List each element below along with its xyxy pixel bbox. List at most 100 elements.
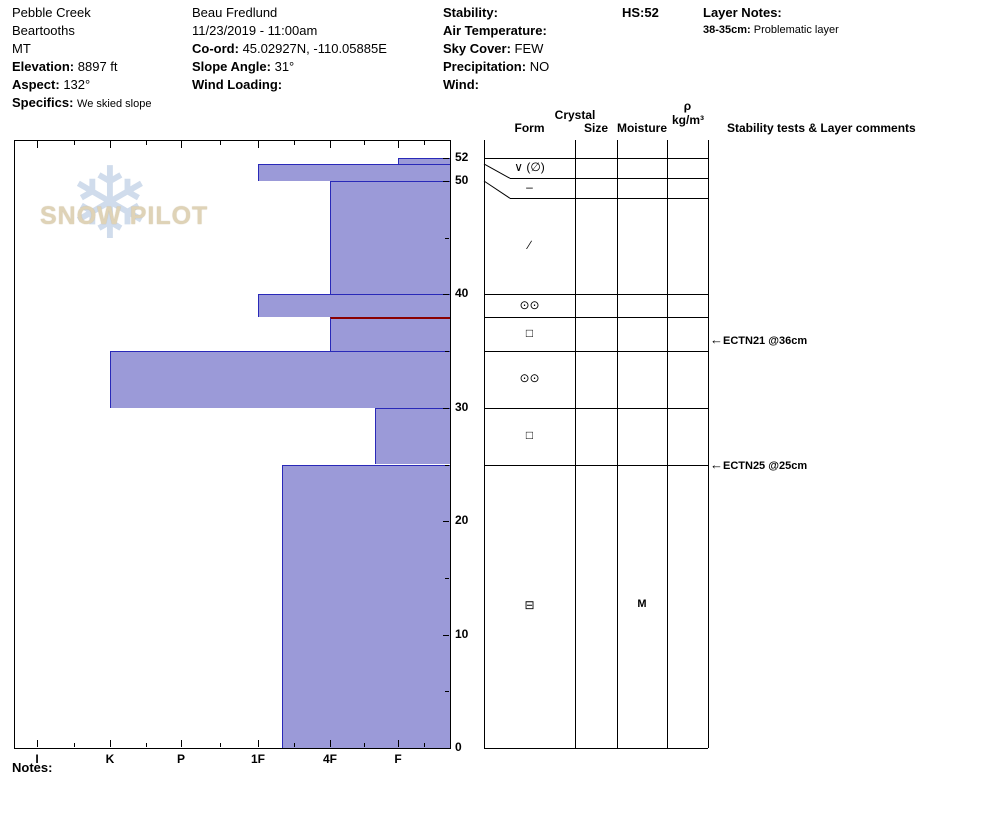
aspect-label: Aspect: — [12, 77, 60, 92]
depth-tick-label: 0 — [455, 740, 462, 754]
layer-boundary-line — [484, 748, 708, 749]
layer-bar — [330, 181, 450, 295]
hs-row: HS:52 — [622, 4, 659, 22]
hardness-axis-label: K — [105, 752, 115, 766]
depth-tick-label: 40 — [455, 286, 469, 301]
precipitation-row: Precipitation: NO — [443, 58, 549, 76]
layer-bar — [258, 294, 450, 318]
layer-notes-title: Layer Notes: — [703, 5, 782, 20]
hardness-tick-bottom — [398, 740, 399, 747]
hardness-minor-tick-top — [294, 141, 295, 145]
grain-form-symbol: □ — [525, 326, 534, 341]
air-temperature-row: Air Temperature: — [443, 22, 549, 40]
coordinates-label: Co-ord: — [192, 41, 239, 56]
table-column-line — [575, 140, 576, 748]
hs-value: 52 — [644, 5, 659, 20]
sky-cover-label: Sky Cover: — [443, 41, 511, 56]
layer-boundary-line — [484, 407, 708, 409]
depth-minor-tick — [445, 577, 449, 579]
precipitation-label: Precipitation: — [443, 59, 527, 74]
elevation-row: Elevation: 8897 ft — [12, 58, 151, 76]
profile-chart-frame — [14, 140, 451, 749]
depth-tick-label: 20 — [455, 513, 469, 528]
depth-minor-tick — [445, 351, 449, 353]
observer-name: Beau Fredlund — [192, 5, 278, 20]
site-name: Pebble Creek — [12, 5, 91, 20]
layer-bar — [398, 158, 450, 164]
layer-boundary-line — [510, 198, 708, 200]
elevation-value: 8897 ft — [77, 59, 118, 74]
stability-label: Stability: — [443, 5, 498, 20]
test-arrow-icon: ← — [710, 331, 723, 347]
stability-test: ←ECTN25 @25cm — [710, 457, 807, 472]
slope-angle-row: Slope Angle: 31° — [192, 58, 387, 76]
layer-boundary-line — [510, 178, 708, 180]
hardness-minor-tick-bottom — [364, 743, 365, 747]
grain-form-symbol: ∕ — [528, 238, 531, 253]
grain-form-symbol: – — [526, 180, 533, 195]
sky-cover-value: FEW — [514, 41, 544, 56]
hardness-tick-bottom — [181, 740, 182, 747]
hs-label: HS: — [622, 5, 645, 20]
hardness-tick-bottom — [37, 740, 38, 747]
hardness-minor-tick-top — [364, 141, 365, 145]
wind-loading-row: Wind Loading: — [192, 76, 387, 94]
grain-form-symbol: ⊙⊙ — [519, 371, 540, 386]
aspect-value: 132° — [63, 77, 91, 92]
layer-boundary-line — [484, 464, 708, 466]
hardness-minor-tick-top — [219, 141, 221, 145]
layer-note-depth: 38-35cm: — [703, 24, 751, 36]
state-name: MT — [12, 41, 31, 56]
layer-boundary-line — [484, 351, 708, 353]
layer-boundary-line — [484, 294, 708, 296]
stability-test-label: ECTN25 @25cm — [723, 459, 808, 472]
density-units-header: kg/m³ — [671, 113, 704, 127]
depth-tick — [443, 407, 449, 409]
hardness-tick-bottom — [330, 740, 331, 747]
grain-form-symbol: ∨ (∅) — [514, 160, 545, 175]
coordinates-row: Co-ord: 45.02927N, -110.05885E — [192, 40, 387, 58]
grain-form-symbol: ⊙⊙ — [519, 297, 540, 312]
specifics-row: Specifics: We skied slope — [12, 94, 151, 113]
depth-tick — [443, 521, 449, 523]
layer-boundary-line — [484, 158, 708, 160]
observer-block: Beau Fredlund 11/23/2019 - 11:00am Co-or… — [192, 4, 387, 94]
moisture-value: M — [637, 598, 647, 611]
hardness-minor-tick-bottom — [145, 743, 147, 747]
depth-tick-label: 50 — [455, 173, 469, 187]
hardness-axis-label: 4F — [322, 752, 337, 766]
hardness-minor-tick-bottom — [424, 743, 425, 747]
grain-form-symbol: ⊟ — [524, 598, 535, 613]
stability-test: ←ECTN21 @36cm — [710, 332, 807, 347]
layer-boundary-line — [484, 317, 708, 319]
size-column-header: Size — [583, 121, 608, 135]
hardness-tick-top — [258, 141, 259, 148]
crystal-header: Crystal — [554, 108, 596, 122]
precipitation-value: NO — [529, 59, 550, 74]
hardness-axis-label: P — [176, 752, 185, 766]
elevation-label: Elevation: — [12, 59, 75, 74]
slope-angle-value: 31° — [274, 59, 295, 74]
aspect-row: Aspect: 132° — [12, 76, 151, 94]
specifics-label: Specifics: — [12, 95, 74, 110]
hardness-tick-top — [398, 141, 399, 148]
hardness-minor-tick-bottom — [73, 743, 75, 747]
hardness-tick-top — [181, 141, 182, 148]
hardness-tick-top — [37, 141, 38, 148]
layer-note-entry: 38-35cm: Problematic layer — [703, 22, 839, 38]
depth-tick-label: 30 — [455, 399, 469, 414]
comments-column-header: Stability tests & Layer comments — [727, 121, 916, 135]
mountain-range: Beartooths — [12, 23, 75, 38]
slope-angle-label: Slope Angle: — [192, 59, 271, 74]
depth-minor-tick — [445, 691, 449, 693]
depth-tick — [443, 294, 449, 296]
hardness-tick-top — [330, 141, 331, 148]
depth-minor-tick — [445, 464, 449, 466]
layer-bar — [110, 351, 450, 408]
layer-note-text: Problematic layer — [753, 24, 839, 36]
observation-datetime: 11/23/2019 - 11:00am — [192, 23, 318, 38]
wind-loading-label: Wind Loading: — [192, 77, 283, 92]
layer-bar — [282, 464, 450, 748]
